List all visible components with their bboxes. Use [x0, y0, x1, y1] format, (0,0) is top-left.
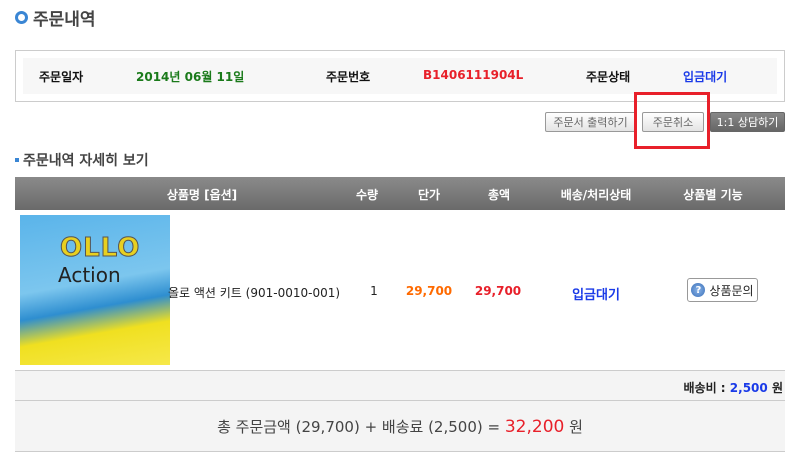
grand-total-unit: 원	[569, 418, 583, 436]
col-product: 상품명 [옵션]	[166, 188, 238, 202]
shipping-value: 2,500	[729, 381, 768, 395]
col-total: 총액	[487, 188, 511, 202]
grand-total-value: 32,200	[504, 417, 565, 437]
col-unit-price: 단가	[417, 188, 441, 202]
order-number-label: 주문번호	[326, 70, 371, 84]
page-title-text: 주문내역	[33, 10, 96, 30]
order-status-label: 주문상태	[586, 70, 631, 84]
product-image-text: Action	[58, 263, 121, 287]
highlight-box	[634, 92, 710, 149]
print-order-button[interactable]: 주문서 출력하기	[545, 112, 636, 132]
table-row: 올로 액션 키트 (901-0010-001) 1 29,700 29,700 …	[15, 210, 785, 370]
product-unit-price: 29,700	[405, 284, 453, 298]
question-icon: ?	[691, 283, 706, 297]
grand-total-row: 총 주문금액 (29,700) + 배송료 (2,500) = 32,200 원	[15, 401, 785, 452]
page-title: 주문내역	[15, 5, 96, 30]
section-title: 주문내역 자세히 보기	[15, 150, 149, 170]
product-inquiry-button[interactable]: ? 상품문의	[687, 278, 758, 302]
col-actions: 상품별 기능	[683, 188, 743, 202]
order-status-value: 입금대기	[683, 70, 728, 84]
order-summary: 주문일자 2014년 06월 11일 주문번호 B1406111904L 주문상…	[15, 50, 785, 102]
col-qty: 수량	[355, 188, 379, 202]
product-name[interactable]: 올로 액션 키트 (901-0010-001)	[167, 286, 341, 300]
table-header: 상품명 [옵션] 수량 단가 총액 배송/처리상태 상품별 기능	[15, 177, 785, 210]
product-status: 입금대기	[572, 288, 620, 303]
order-number-value: B1406111904L	[423, 68, 524, 82]
col-status: 배송/처리상태	[560, 188, 632, 202]
shipping-unit: 원	[771, 381, 783, 395]
product-image[interactable]: OLLO Action	[20, 215, 170, 365]
order-date-label: 주문일자	[39, 70, 84, 84]
circle-bullet-icon	[15, 11, 28, 24]
product-qty: 1	[370, 284, 378, 298]
cancel-order-button[interactable]: 주문취소	[642, 112, 704, 132]
consult-button[interactable]: 1:1 상담하기	[710, 112, 785, 132]
shipping-label: 배송비 :	[683, 381, 726, 395]
section-title-text: 주문내역 자세히 보기	[23, 153, 149, 169]
product-total: 29,700	[474, 284, 522, 298]
grand-total-formula: 총 주문금액 (29,700) + 배송료 (2,500) =	[217, 418, 501, 436]
order-date-value: 2014년 06월 11일	[136, 70, 245, 84]
shipping-fee-row: 배송비 : 2,500 원	[15, 370, 785, 401]
square-bullet-icon	[15, 158, 19, 162]
product-inquiry-label: 상품문의	[709, 283, 754, 298]
